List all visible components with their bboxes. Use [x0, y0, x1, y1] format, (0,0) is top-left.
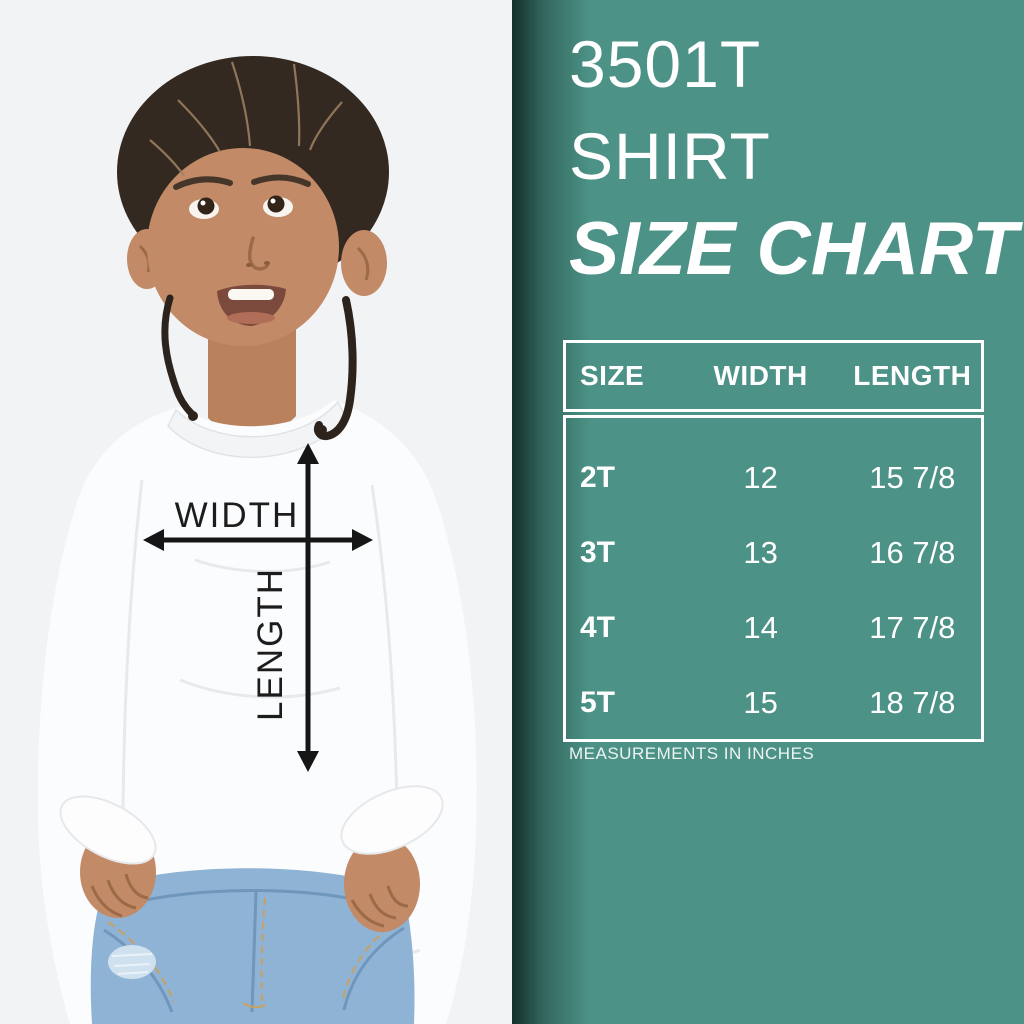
ear-right [341, 230, 387, 296]
cell-size: 3T [580, 535, 616, 569]
eye-left [189, 197, 219, 219]
mouth [217, 284, 286, 326]
product-title: 3501T SHIRT SIZE CHART [569, 18, 1018, 294]
eyebrows [173, 174, 311, 190]
cell-size: 5T [580, 685, 616, 719]
eye-right [263, 195, 293, 217]
braid-tip-right [317, 425, 327, 435]
cell-length: 18 7/8 [869, 684, 956, 720]
braid-tip-left [188, 411, 198, 421]
hand-right [344, 836, 420, 932]
head [117, 56, 389, 441]
cell-width: 14 [743, 609, 778, 645]
toddler-shirt-photo-illustration: WIDTH LENGTH [59, 56, 444, 1024]
photo-section: WIDTH LENGTH [59, 56, 444, 1024]
cell-width: 12 [743, 459, 778, 495]
cell-width: 15 [743, 684, 778, 720]
nose [246, 236, 270, 271]
size-chart-panel: 3501T SHIRT SIZE CHART SIZE WIDTH LENGTH… [512, 0, 1024, 1024]
length-arrow [297, 443, 319, 772]
header-cell-width: WIDTH [713, 360, 808, 391]
cell-size: 4T [580, 610, 616, 644]
cell-length: 17 7/8 [869, 609, 956, 645]
header-cell-size: SIZE [580, 360, 645, 391]
table-row-3t: 3T 13 16 7/8 [566, 515, 981, 590]
title-line-3: SIZE CHART [569, 206, 1018, 290]
length-label: LENGTH [251, 567, 290, 721]
sleeve-cuff-right [340, 785, 444, 855]
title-line-1: 3501T [569, 27, 762, 101]
title-line-2: SHIRT [569, 119, 771, 193]
cell-size: 2T [580, 460, 616, 494]
size-table-body: 2T 12 15 7/8 3T 13 16 7/8 4T 14 17 7/8 5… [563, 415, 984, 742]
face [147, 148, 339, 346]
table-row-2t: 2T 12 15 7/8 [566, 440, 981, 515]
cell-length: 16 7/8 [869, 534, 956, 570]
jeans [90, 868, 415, 1024]
cornrow-partings [149, 61, 343, 177]
sleeve-cuff-left [59, 795, 157, 865]
cell-length: 15 7/8 [869, 459, 956, 495]
size-table: SIZE WIDTH LENGTH 2T 12 15 7/8 3T 13 16 … [563, 340, 984, 742]
size-table-header: SIZE WIDTH LENGTH [563, 340, 984, 412]
table-row-4t: 4T 14 17 7/8 [566, 590, 981, 665]
width-label: WIDTH [175, 496, 300, 535]
header-cell-length: LENGTH [853, 360, 972, 391]
cell-width: 13 [743, 534, 778, 570]
measurements-note: MEASUREMENTS IN INCHES [569, 744, 815, 763]
table-row-5t: 5T 15 18 7/8 [566, 665, 981, 740]
jeans-distressed-patch [108, 945, 156, 979]
width-arrow [143, 529, 373, 551]
